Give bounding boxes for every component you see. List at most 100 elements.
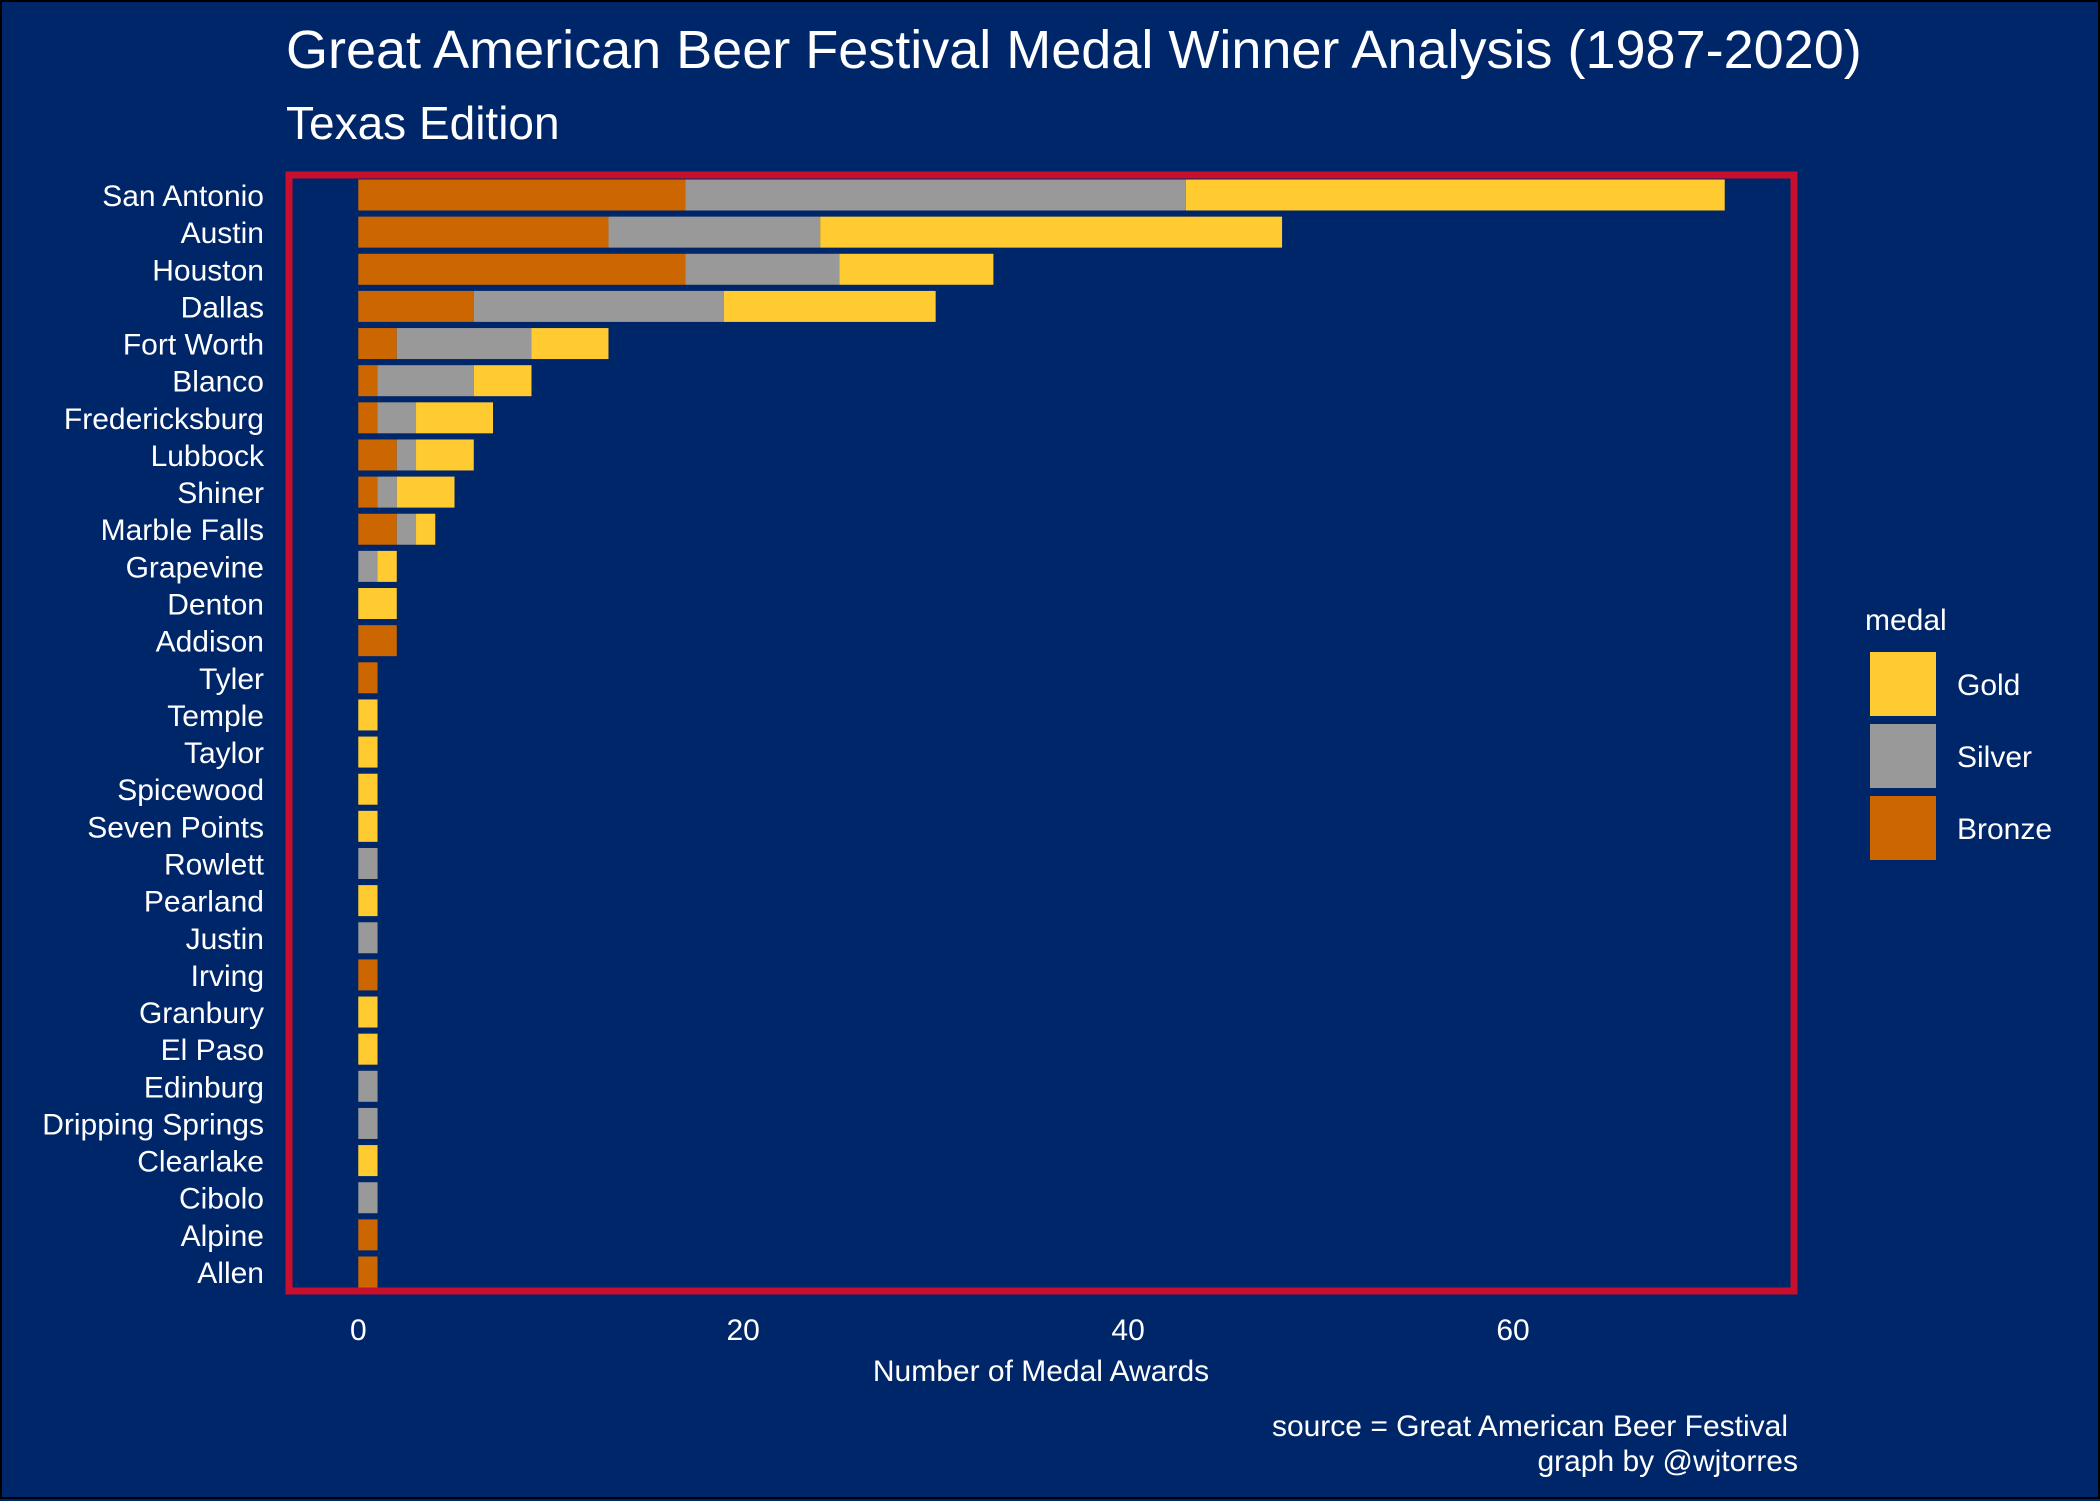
- bar-gold-san-antonio: [1185, 179, 1725, 211]
- bar-gold-granbury: [358, 996, 378, 1028]
- x-axis-title: Number of Medal Awards: [873, 1355, 1209, 1388]
- category-label: Fort Worth: [123, 329, 264, 362]
- bar-bronze-shiner: [358, 476, 378, 508]
- bar-gold-el-paso: [358, 1033, 378, 1065]
- category-label: Cibolo: [179, 1183, 264, 1216]
- bar-silver-edinburg: [358, 1070, 378, 1102]
- bar-gold-pearland: [358, 885, 378, 917]
- bar-bronze-dallas: [358, 290, 474, 322]
- bar-bronze-austin: [358, 216, 609, 248]
- category-label: Fredericksburg: [64, 403, 264, 436]
- category-label: Addison: [156, 626, 264, 659]
- legend-label-bronze: Bronze: [1957, 813, 2052, 846]
- bar-bronze-addison: [358, 625, 397, 657]
- category-label: Tyler: [199, 663, 264, 696]
- category-label: Rowlett: [164, 848, 265, 881]
- caption-credit: graph by @wjtorres: [1537, 1445, 1798, 1478]
- bar-silver-rowlett: [358, 847, 378, 879]
- bar-silver-fredericksburg: [377, 402, 417, 434]
- bar-gold-blanco: [473, 365, 532, 397]
- bar-silver-fort-worth: [396, 328, 532, 360]
- category-label: Blanco: [172, 366, 264, 399]
- legend-title: medal: [1865, 604, 1947, 637]
- category-label: Pearland: [144, 886, 264, 919]
- x-tick-label: 20: [727, 1314, 760, 1347]
- bar-silver-blanco: [377, 365, 474, 397]
- bar-gold-clearlake: [358, 1145, 378, 1177]
- bar-gold-shiner: [396, 476, 455, 508]
- bar-silver-austin: [608, 216, 821, 248]
- bar-bronze-marble-falls: [358, 513, 397, 545]
- bar-bronze-alpine: [358, 1219, 378, 1251]
- category-label: Clearlake: [137, 1146, 264, 1179]
- bar-silver-justin: [358, 922, 378, 954]
- category-label: Marble Falls: [101, 514, 264, 547]
- bar-gold-marble-falls: [416, 513, 436, 545]
- caption-source: source = Great American Beer Festival: [1272, 1410, 1788, 1443]
- category-label: Grapevine: [126, 551, 264, 584]
- bar-bronze-blanco: [358, 365, 378, 397]
- bar-silver-dallas: [473, 290, 724, 322]
- legend-key-bronze: [1870, 796, 1936, 860]
- bar-bronze-fort-worth: [358, 328, 397, 360]
- category-label: Lubbock: [151, 440, 265, 473]
- bar-gold-fort-worth: [531, 328, 609, 360]
- bar-silver-dripping-springs: [358, 1107, 378, 1139]
- category-label: San Antonio: [102, 180, 264, 213]
- bar-bronze-houston: [358, 253, 686, 285]
- bars-group: [358, 179, 1725, 1288]
- bar-gold-lubbock: [416, 439, 474, 471]
- bar-bronze-irving: [358, 959, 378, 991]
- bar-bronze-fredericksburg: [358, 402, 378, 434]
- bar-gold-denton: [358, 588, 397, 620]
- bar-gold-houston: [839, 253, 994, 285]
- legend-label-gold: Gold: [1957, 669, 2020, 702]
- bar-gold-fredericksburg: [416, 402, 494, 434]
- chart-subtitle: Texas Edition: [286, 97, 560, 149]
- bar-gold-taylor: [358, 736, 378, 768]
- bar-silver-grapevine: [358, 550, 378, 582]
- x-tick-label: 0: [350, 1314, 367, 1347]
- bar-bronze-tyler: [358, 662, 378, 694]
- category-label: Spicewood: [117, 774, 264, 807]
- bar-silver-lubbock: [396, 439, 417, 471]
- bar-silver-houston: [685, 253, 840, 285]
- category-label: Denton: [167, 589, 264, 622]
- category-label: Edinburg: [144, 1071, 264, 1104]
- legend: medal Gold Silver Bronze: [1865, 604, 2052, 860]
- bar-gold-dallas: [723, 290, 936, 322]
- bar-bronze-allen: [358, 1256, 378, 1288]
- category-labels: San Antonio Austin Houston Dallas Fort Worth…: [42, 180, 265, 1290]
- category-label: Dallas: [181, 291, 264, 324]
- category-label: Temple: [167, 700, 264, 733]
- category-label: Dripping Springs: [42, 1108, 264, 1141]
- bar-gold-austin: [820, 216, 1283, 248]
- category-label: Shiner: [177, 477, 264, 510]
- bar-gold-spicewood: [358, 773, 378, 805]
- panel-border: [285, 171, 1798, 1295]
- category-label: Alpine: [181, 1220, 264, 1253]
- bar-silver-marble-falls: [396, 513, 417, 545]
- x-axis-ticks: 0 20 40 60: [350, 1314, 1530, 1347]
- bar-bronze-lubbock: [358, 439, 397, 471]
- bar-gold-seven-points: [358, 810, 378, 842]
- category-label: Taylor: [184, 737, 264, 770]
- category-label: Irving: [191, 960, 264, 993]
- category-label: Houston: [152, 254, 264, 287]
- category-label: Seven Points: [87, 811, 264, 844]
- category-label: Austin: [181, 217, 264, 250]
- bar-silver-san-antonio: [685, 179, 1186, 211]
- bar-gold-grapevine: [377, 550, 397, 582]
- bar-bronze-san-antonio: [358, 179, 686, 211]
- x-tick-label: 60: [1496, 1314, 1529, 1347]
- bar-silver-shiner: [377, 476, 397, 508]
- bar-gold-temple: [358, 699, 378, 731]
- category-label: El Paso: [161, 1034, 264, 1067]
- x-tick-label: 40: [1111, 1314, 1144, 1347]
- chart-title: Great American Beer Festival Medal Winne…: [286, 20, 1862, 80]
- legend-key-silver: [1870, 724, 1936, 788]
- legend-key-gold: [1870, 652, 1936, 716]
- bar-silver-cibolo: [358, 1182, 378, 1214]
